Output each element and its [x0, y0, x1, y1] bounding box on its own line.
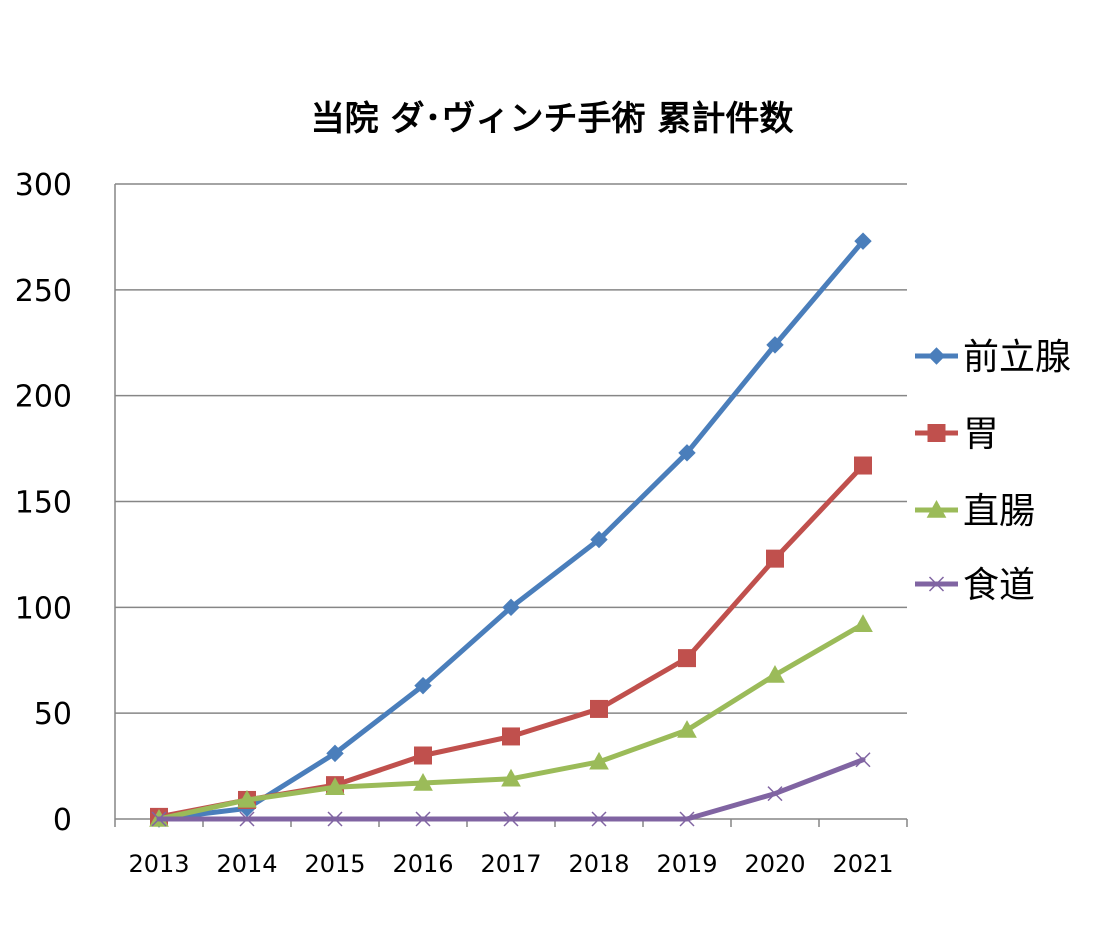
x-axis-ticks: 2013 2014 2015 2016 2017 2018 2019 2020 2021	[128, 850, 893, 878]
series-2-point-2018	[590, 699, 608, 718]
y-axis-ticks: 0 50 100 150 200 250 300	[15, 168, 72, 838]
legend-entry-3: 直腸	[915, 491, 1035, 532]
y-tick-label-150: 150	[15, 486, 72, 521]
series-4-point-2014	[239, 811, 255, 827]
series-4-point-2020	[767, 786, 783, 802]
series-2-point-2017	[502, 727, 520, 746]
series-2-point-2019	[678, 649, 696, 668]
series-1-point-2015	[326, 744, 344, 763]
x-tick-label-2013: 2013	[128, 850, 189, 878]
y-tick-label-200: 200	[15, 380, 72, 415]
series-3-point-2019	[677, 720, 697, 738]
x-tick-label-2018: 2018	[568, 850, 629, 878]
series-3-point-2018	[589, 751, 609, 770]
series-4-point-2016	[415, 811, 431, 827]
series-3	[149, 614, 873, 827]
legend-swatch-marker	[926, 499, 947, 518]
series-4-point-2013	[151, 811, 167, 827]
series-1-point-2019	[678, 444, 696, 462]
x-tick-label-2015: 2015	[304, 850, 365, 878]
legend-entry-4: 食道	[915, 565, 1035, 606]
series-3-point-2015	[325, 777, 345, 795]
series-line-4	[156, 757, 866, 822]
y-tick-label-50: 50	[34, 697, 72, 732]
legend-label: 直腸	[963, 491, 1035, 532]
series-1-point-2021	[854, 232, 872, 250]
series-4-point-2017	[503, 811, 519, 827]
chart-title: 当院 ダ･ヴィンチ手術 累計件数	[311, 99, 794, 139]
legend-label: 食道	[963, 565, 1035, 606]
legend-swatch-marker	[927, 347, 946, 365]
series-4	[151, 752, 871, 827]
series-line-2	[156, 463, 866, 820]
series-1-point-2016	[414, 676, 432, 695]
series-3-point-2021	[853, 614, 873, 632]
series-1-point-2018	[590, 530, 608, 549]
y-tick-label-0: 0	[53, 803, 72, 838]
legend-swatch-marker	[928, 576, 945, 592]
x-tick-label-2016: 2016	[392, 850, 453, 878]
series-3-point-2020	[765, 665, 785, 683]
x-tick-label-2021: 2021	[832, 850, 893, 878]
legend-label: 胃	[963, 414, 999, 455]
y-tick-label-250: 250	[15, 274, 72, 309]
x-tick-label-2019: 2019	[656, 850, 717, 878]
series-3-point-2016	[413, 772, 433, 791]
series-3-point-2014	[237, 789, 257, 808]
series-1-point-2020	[766, 336, 784, 354]
series	[149, 232, 873, 828]
x-tick-label-2017: 2017	[480, 850, 541, 878]
series-4-point-2018	[591, 811, 607, 827]
legend-label: 前立腺	[963, 337, 1071, 378]
series-line-3	[156, 621, 866, 822]
series-2-point-2020	[766, 549, 784, 568]
series-4-point-2015	[327, 811, 343, 827]
series-2-point-2016	[414, 746, 432, 765]
y-tick-label-300: 300	[15, 168, 72, 203]
series-3-point-2017	[501, 768, 521, 787]
series-4-point-2019	[679, 811, 695, 827]
legend-entry-1: 前立腺	[915, 337, 1071, 378]
x-tick-label-2014: 2014	[216, 850, 277, 878]
series-1-point-2017	[502, 598, 520, 617]
series-4-point-2021	[855, 752, 871, 768]
gridlines	[115, 183, 907, 714]
y-tick-label-100: 100	[15, 591, 72, 626]
x-tick-label-2020: 2020	[744, 850, 805, 878]
series-2-point-2021	[854, 456, 872, 475]
legend-entry-2: 胃	[915, 414, 999, 455]
legend-swatch-marker	[927, 424, 946, 442]
